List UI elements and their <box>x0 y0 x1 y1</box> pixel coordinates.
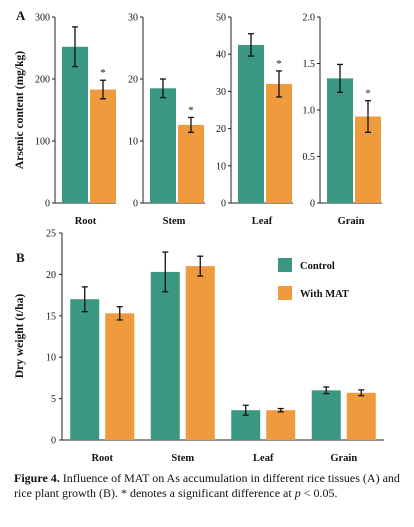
significance-star: * <box>188 104 194 116</box>
panel-a-letter: A <box>16 8 26 23</box>
bar-stem-mat <box>185 266 215 440</box>
y-tick-label: 10 <box>128 137 138 148</box>
panel-a-ylabel: Arsenic content (mg/kg) <box>14 51 26 169</box>
bar-root-mat <box>105 313 135 440</box>
panel-b: 0 5 10 15 20 25 Root Stem Leaf Grain <box>46 229 384 464</box>
y-tick-label: 20 <box>128 75 138 86</box>
bar-grain-control <box>327 78 353 203</box>
y-tick-label: 0 <box>310 199 315 210</box>
figure-4-chart: A Arsenic content (mg/kg) 0100200300*Roo… <box>14 8 384 464</box>
significance-star: * <box>365 88 371 100</box>
y-tick-label: 0 <box>133 199 138 210</box>
y-tick-label: 0 <box>51 436 56 447</box>
facet-root: 0 100 200 300 * Root <box>35 13 116 227</box>
significance-star: * <box>276 58 282 70</box>
bar-leaf-mat <box>266 410 296 440</box>
legend-mat-label: With MAT <box>300 289 349 300</box>
legend-control-label: Control <box>300 261 335 272</box>
y-tick-label: 20 <box>216 124 226 135</box>
y-tick-label: 25 <box>46 229 56 240</box>
legend-control-swatch <box>278 258 292 272</box>
panel-b-ylabel: Dry weight (t/ha) <box>14 294 26 378</box>
bar-root-control <box>70 299 100 440</box>
bar-stem-mat <box>178 124 204 203</box>
y-tick-label: 50 <box>216 13 226 24</box>
figure-caption: Figure 4. Influence of MAT on As accumul… <box>14 471 404 501</box>
category-label: Grain <box>338 216 365 227</box>
caption-text-2: < 0.05. <box>300 486 338 500</box>
bar-grain-control <box>311 390 341 440</box>
bar-stem-control <box>150 271 180 440</box>
y-tick-label: 2.0 <box>303 13 316 24</box>
y-tick-label: 40 <box>216 50 226 61</box>
y-tick-label: 0 <box>45 199 50 210</box>
category-label: Stem <box>171 453 194 464</box>
category-label: Leaf <box>253 453 274 464</box>
bar-root-mat <box>90 89 116 203</box>
category-label: Root <box>75 216 97 227</box>
facet-leaf: 0 10 20 30 40 50 * Leaf <box>216 13 293 227</box>
y-tick-label: 200 <box>35 75 50 86</box>
y-tick-label: 100 <box>35 137 50 148</box>
y-tick-label: 1.5 <box>303 59 316 70</box>
significance-star: * <box>100 67 106 79</box>
y-tick-label: 300 <box>35 13 50 24</box>
y-tick-label: 5 <box>51 394 56 405</box>
bar-stem-control <box>150 88 176 203</box>
facet-stem: 0 10 20 30 * Stem <box>128 13 205 227</box>
y-tick-label: 10 <box>46 353 56 364</box>
bar-leaf-control <box>238 44 264 204</box>
caption-text-1: Influence of MAT on As accumulation in d… <box>14 471 400 500</box>
facet-grain: 0 0.5 1.0 1.5 2.0 * Grain <box>303 13 382 227</box>
bar-leaf-mat <box>266 83 292 203</box>
panel-a: 0 100 200 300 * Root 0 10 20 30 * Stem 0 10 20 30 40 50 * L… <box>35 13 382 227</box>
y-tick-label: 0.5 <box>303 152 316 163</box>
y-tick-label: 10 <box>216 161 226 172</box>
category-label: Grain <box>330 453 357 464</box>
caption-p-symbol: p <box>294 486 301 500</box>
y-tick-label: 30 <box>128 13 138 24</box>
y-tick-label: 30 <box>216 87 226 98</box>
legend-mat-swatch <box>278 286 292 300</box>
category-label: Root <box>91 453 113 464</box>
category-label: Leaf <box>252 216 273 227</box>
category-label: Stem <box>163 216 186 227</box>
y-tick-label: 0 <box>221 199 226 210</box>
y-tick-label: 1.0 <box>303 106 316 117</box>
y-tick-label: 15 <box>46 311 56 322</box>
panel-b-letter: B <box>16 250 25 265</box>
bar-root-control <box>62 46 88 204</box>
bar-grain-mat <box>346 392 376 440</box>
legend: Control With MAT <box>278 258 349 300</box>
caption-label: Figure 4. <box>14 471 60 485</box>
y-tick-label: 20 <box>46 270 56 281</box>
